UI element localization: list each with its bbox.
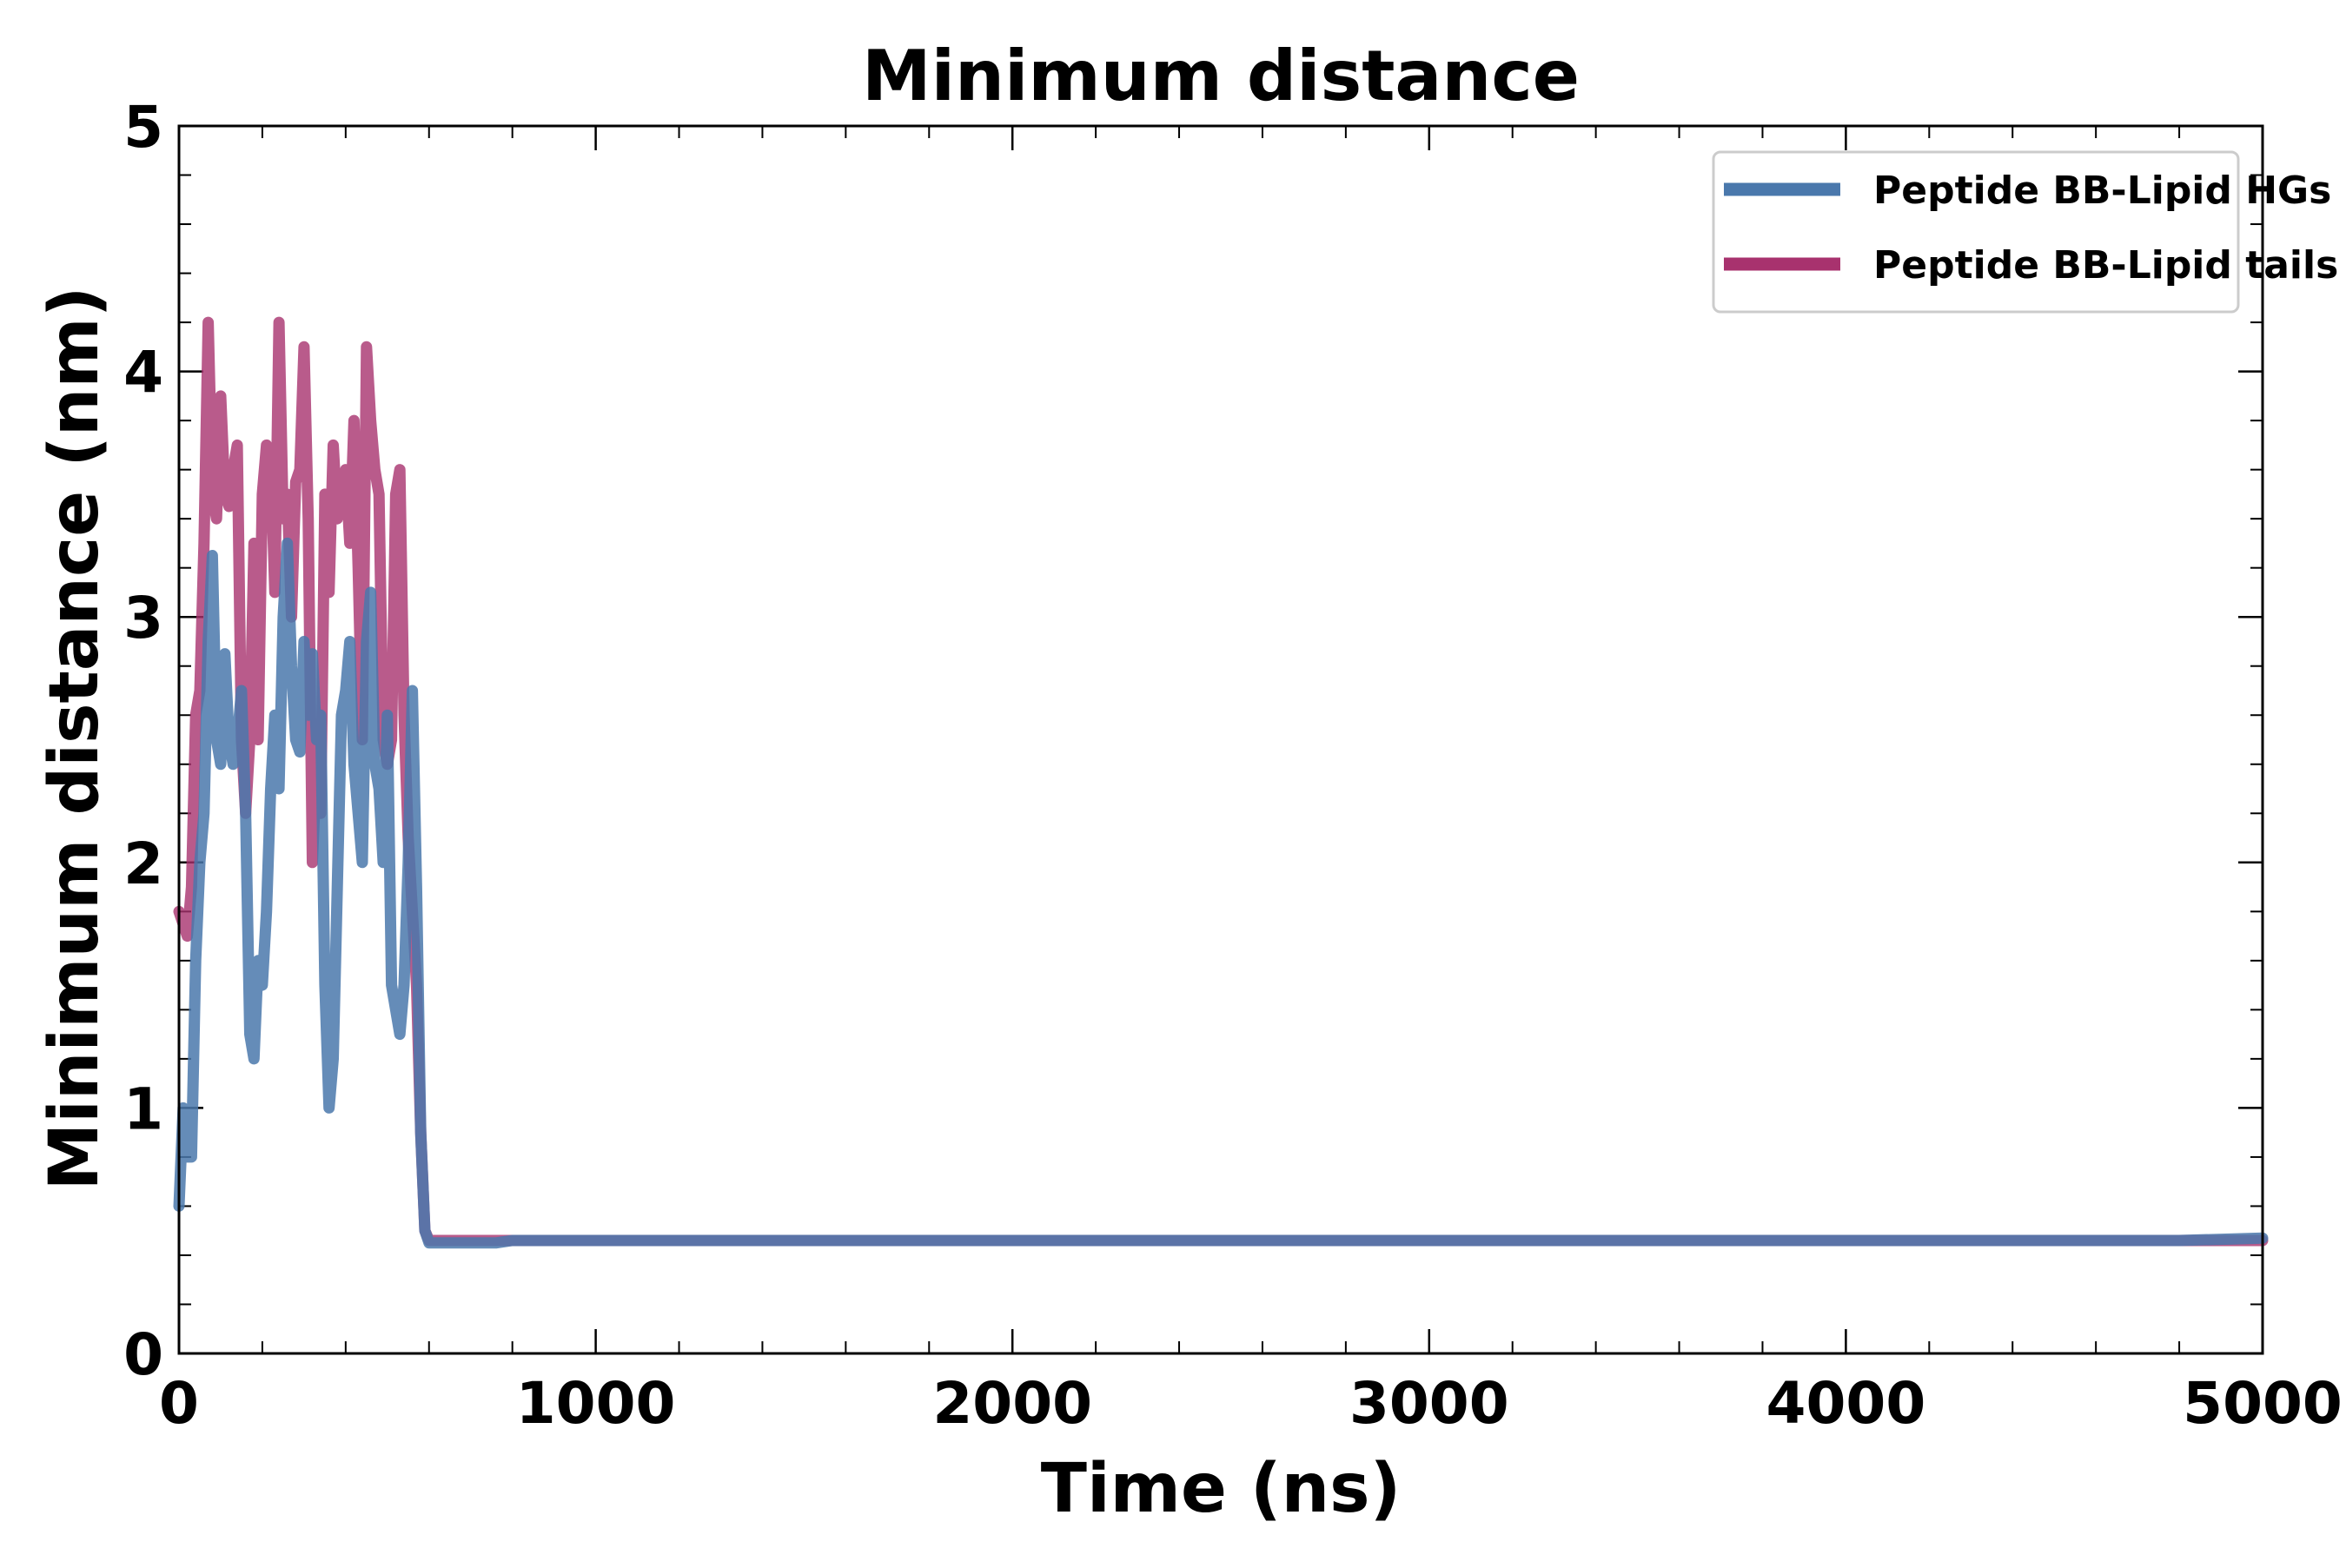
legend-label-tails: Peptide BB-Lipid tails (1873, 243, 2338, 288)
series-line-tails (173, 316, 2269, 1247)
x-tick-label: 2000 (932, 1370, 1092, 1437)
x-tick-label: 1000 (516, 1370, 676, 1437)
y-tick-label: 1 (123, 1075, 163, 1142)
y-axis-title: Minimum distance (nm) (36, 287, 114, 1191)
y-tick-label: 3 (123, 585, 163, 652)
y-tick-label: 5 (123, 94, 163, 161)
y-tick-labels: 0 1 2 3 4 5 (123, 94, 163, 1388)
x-tick-labels: 0 1000 2000 3000 4000 5000 (159, 1370, 2343, 1437)
x-tick-label: 4000 (1766, 1370, 1926, 1437)
minor-ticks (179, 126, 2263, 1353)
x-tick-label: 3000 (1349, 1370, 1509, 1437)
legend-label-hgs: Peptide BB-Lipid HGs (1873, 169, 2331, 213)
legend-box (1712, 150, 2240, 314)
x-axis-title: Time (ns) (1041, 1450, 1402, 1528)
y-tick-label: 0 (123, 1321, 163, 1388)
x-tick-label: 0 (159, 1370, 199, 1437)
chart-title: Minimum distance (862, 36, 1580, 116)
x-tick-label: 5000 (2183, 1370, 2343, 1437)
series-layer (173, 316, 2269, 1249)
plot-frame (177, 124, 2264, 1355)
y-tick-label: 2 (123, 830, 163, 897)
y-tick-label: 4 (123, 340, 163, 407)
legend: Peptide BB-Lipid HGs Peptide BB-Lipid ta… (1712, 150, 2338, 314)
series-line-hgs (173, 537, 2269, 1249)
